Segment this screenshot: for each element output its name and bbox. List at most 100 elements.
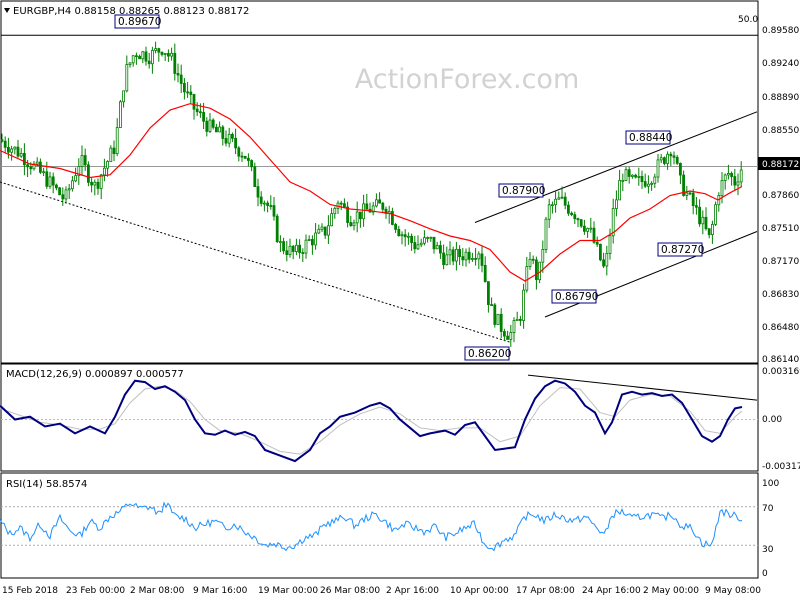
candle bbox=[512, 317, 516, 343]
x-tick-label: 9 Mar 16:00 bbox=[193, 586, 248, 596]
candle-body bbox=[7, 146, 10, 153]
candle bbox=[493, 302, 497, 328]
candle-body bbox=[483, 265, 487, 282]
candle-body bbox=[298, 244, 302, 253]
candle-body bbox=[294, 244, 298, 252]
candle-body bbox=[51, 176, 55, 186]
y-tick-label: -0.003177 bbox=[762, 462, 800, 472]
candle bbox=[573, 211, 577, 224]
candle-body bbox=[349, 222, 353, 227]
candle-body bbox=[256, 186, 260, 198]
candle bbox=[691, 188, 695, 215]
y-tick-label: 0.89240 bbox=[762, 59, 799, 69]
candle bbox=[544, 216, 548, 254]
candle-body bbox=[602, 259, 605, 267]
candle-body bbox=[557, 197, 561, 200]
candle bbox=[685, 186, 689, 201]
candle-body bbox=[176, 73, 180, 76]
candle-body bbox=[218, 126, 222, 133]
candle-body bbox=[115, 127, 119, 155]
candle-body bbox=[714, 204, 717, 225]
candle bbox=[669, 151, 673, 167]
candle bbox=[733, 168, 737, 191]
candle-body bbox=[122, 90, 125, 103]
collapse-triangle-icon bbox=[4, 8, 10, 13]
candle-body bbox=[583, 225, 586, 232]
candle-body bbox=[496, 313, 500, 325]
candle bbox=[103, 158, 106, 182]
candle-body bbox=[71, 180, 74, 190]
candle-body bbox=[243, 155, 247, 159]
candle bbox=[211, 118, 215, 130]
candle bbox=[42, 167, 45, 177]
candle bbox=[647, 175, 650, 194]
candle bbox=[282, 237, 286, 255]
candle-body bbox=[608, 235, 612, 254]
candle-body bbox=[301, 252, 305, 254]
candle bbox=[435, 242, 439, 250]
candle bbox=[64, 186, 68, 204]
candle bbox=[48, 171, 52, 189]
candle bbox=[186, 82, 190, 98]
candle-body bbox=[506, 335, 510, 340]
candle bbox=[256, 178, 260, 207]
candle-body bbox=[77, 166, 81, 177]
candle bbox=[679, 162, 682, 184]
candle-body bbox=[365, 203, 369, 210]
candle bbox=[339, 200, 343, 211]
y-tick-label: 0.86140 bbox=[762, 355, 799, 365]
candle-body bbox=[326, 225, 330, 236]
candle-body bbox=[166, 53, 170, 57]
candle-body bbox=[170, 52, 174, 57]
candle bbox=[387, 205, 391, 224]
x-tick-label: 23 Feb 00:00 bbox=[66, 586, 125, 596]
candle bbox=[704, 207, 708, 231]
candle bbox=[560, 186, 564, 200]
candle-body bbox=[96, 181, 100, 189]
candle bbox=[470, 252, 474, 262]
candle-body bbox=[647, 183, 650, 187]
candle-body bbox=[663, 157, 666, 164]
candle-body bbox=[448, 249, 452, 256]
candle-body bbox=[42, 171, 45, 174]
candle-body bbox=[615, 199, 618, 209]
macd-signal-line bbox=[0, 385, 743, 455]
y-tick-label: 0.89580 bbox=[762, 26, 799, 36]
candle bbox=[294, 238, 298, 256]
candle bbox=[227, 127, 231, 148]
candle bbox=[637, 167, 641, 186]
candle bbox=[653, 173, 657, 188]
candle-body bbox=[659, 157, 663, 161]
candle bbox=[45, 161, 49, 189]
y-tick-label: 0.88890 bbox=[762, 93, 799, 103]
symbol-header: EURGBP,H4 0.88158 0.88265 0.88123 0.8817… bbox=[4, 6, 249, 17]
candle bbox=[442, 244, 446, 270]
candle bbox=[138, 54, 142, 60]
candle bbox=[448, 241, 452, 265]
candle-body bbox=[621, 180, 625, 182]
candle-body bbox=[272, 205, 276, 217]
candle bbox=[675, 154, 679, 165]
price-label-text: 0.87270 bbox=[661, 244, 704, 256]
x-tick-label: 2 May 00:00 bbox=[643, 586, 699, 596]
candle bbox=[618, 169, 621, 201]
x-axis: 15 Feb 2018 23 Feb 00:00 2 Mar 08:00 9 M… bbox=[2, 586, 761, 596]
candle bbox=[451, 246, 455, 266]
candle bbox=[605, 245, 609, 276]
candle-body bbox=[480, 253, 484, 266]
candle-body bbox=[224, 138, 228, 144]
candle-body bbox=[112, 147, 116, 155]
candle bbox=[278, 235, 282, 253]
candle bbox=[122, 90, 125, 108]
candle bbox=[496, 313, 500, 325]
x-tick-label: 9 May 08:00 bbox=[705, 586, 761, 596]
y-tick-label: 0.003169 bbox=[762, 367, 800, 377]
candle bbox=[266, 200, 270, 213]
candle bbox=[19, 148, 23, 159]
candle-body bbox=[528, 258, 532, 267]
candle bbox=[438, 240, 442, 259]
candle-body bbox=[285, 250, 289, 255]
symbol-header-text: EURGBP,H4 0.88158 0.88265 0.88123 0.8817… bbox=[13, 6, 249, 17]
candle-body bbox=[58, 187, 61, 196]
candle-body bbox=[10, 148, 14, 153]
